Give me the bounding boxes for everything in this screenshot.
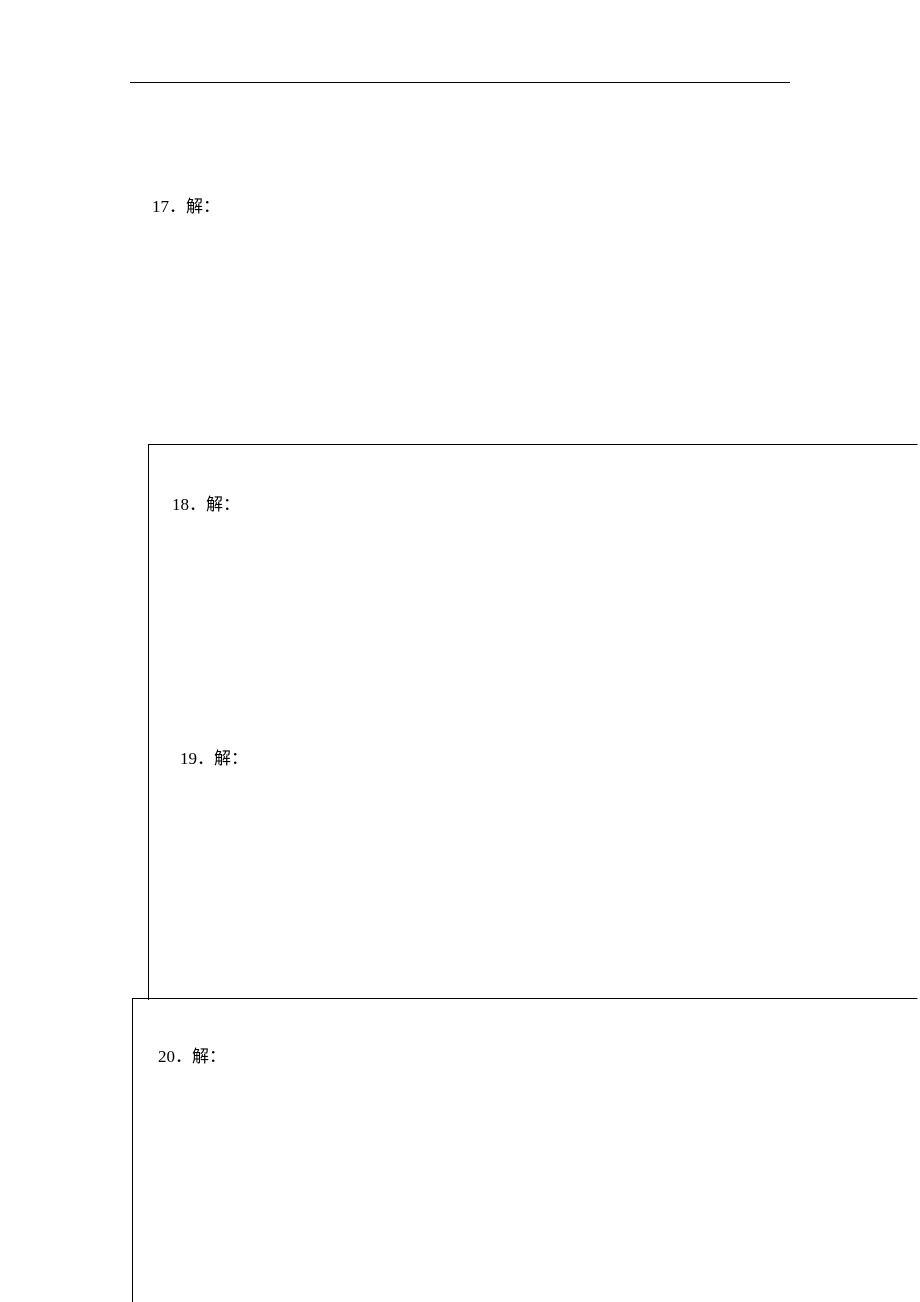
header-divider-line bbox=[130, 82, 790, 83]
answer-box-2 bbox=[132, 998, 918, 1302]
question-17-label: 17．解： bbox=[152, 192, 220, 217]
question-19-label: 19．解： bbox=[180, 744, 248, 769]
question-20-label: 20．解： bbox=[158, 1042, 226, 1067]
answer-box-1 bbox=[148, 444, 918, 1000]
question-18-label: 18．解： bbox=[172, 490, 240, 515]
